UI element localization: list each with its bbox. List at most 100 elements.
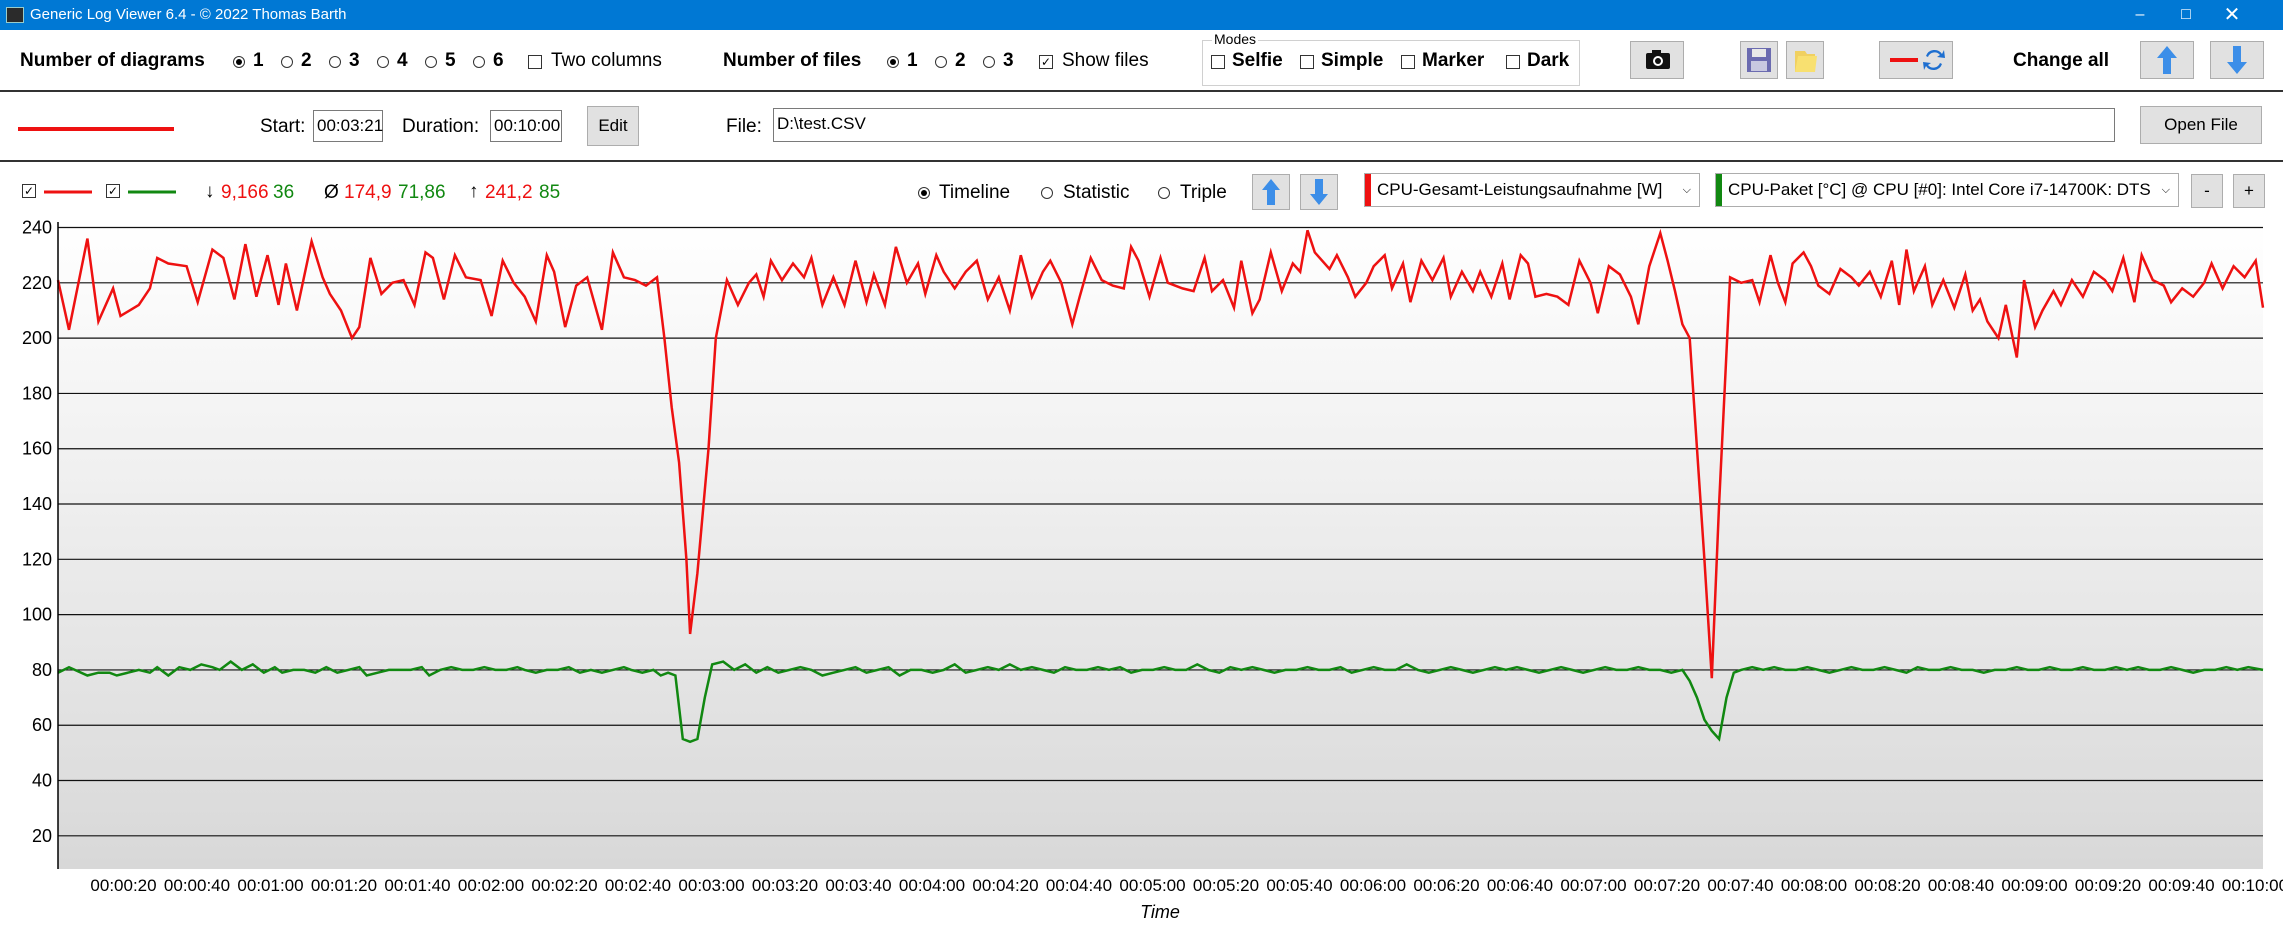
- duration-label: Duration:: [402, 116, 480, 137]
- x-tick-label: 00:01:00: [237, 876, 303, 895]
- x-tick-label: 00:01:40: [384, 876, 450, 895]
- diagrams-radio-1[interactable]: [233, 56, 245, 68]
- change-all-label: Change all: [2013, 50, 2110, 71]
- diagrams-option-5: 5: [445, 50, 456, 71]
- diagrams-option-3: 3: [349, 50, 360, 71]
- change-all-down-button[interactable]: [2210, 41, 2264, 79]
- series-green-checkbox[interactable]: ✓: [106, 184, 120, 198]
- y-tick-label: 100: [22, 605, 52, 625]
- x-tick-label: 00:10:00: [2222, 876, 2283, 895]
- dark-checkbox[interactable]: [1506, 55, 1520, 69]
- modes-group: [1202, 40, 1580, 86]
- start-input[interactable]: 00:03:21: [313, 110, 383, 142]
- plot-area: [58, 222, 2263, 869]
- minimize-icon[interactable]: –: [2135, 6, 2145, 23]
- series-red-swatch: [44, 190, 92, 194]
- file-label: File:: [726, 116, 762, 137]
- y-tick-label: 40: [32, 771, 52, 791]
- series-red-line: [56, 228, 2265, 679]
- x-tick-label: 00:00:40: [164, 876, 230, 895]
- timeline-label: Timeline: [939, 182, 1011, 203]
- x-tick-label: 00:04:00: [899, 876, 965, 895]
- dark-label: Dark: [1527, 50, 1570, 71]
- timeline-chart[interactable]: 20 40 60 80 100 120 140 160 180 200 220 240 00:00:2…: [0, 218, 2283, 936]
- timeline-radio[interactable]: [918, 187, 930, 199]
- green-min-value: 36: [273, 182, 295, 203]
- x-tick-label: 00:02:00: [458, 876, 524, 895]
- modes-title: Modes: [1212, 31, 1259, 47]
- red-avg-value: 174,9: [344, 182, 392, 203]
- y-tick-label: 180: [22, 383, 52, 403]
- close-icon[interactable]: ✕: [2223, 4, 2241, 26]
- x-tick-label: 00:00:20: [90, 876, 156, 895]
- diagrams-option-2: 2: [301, 50, 312, 71]
- arrow-down-icon: [1310, 179, 1328, 205]
- grid-lines: [58, 226, 2263, 837]
- open-file-button[interactable]: Open File: [2140, 106, 2262, 144]
- files-radio-3[interactable]: [983, 56, 995, 68]
- red-sensor-select[interactable]: CPU-Gesamt-Leistungsaufnahme [W] ⌵: [1364, 173, 1700, 207]
- x-tick-label: 00:07:20: [1634, 876, 1700, 895]
- title-bar: Generic Log Viewer 6.4 - © 2022 Thomas B…: [0, 0, 2283, 30]
- x-tick-label: 00:03:00: [678, 876, 744, 895]
- avg-symbol: Ø: [324, 182, 339, 203]
- x-tick-label: 00:06:20: [1413, 876, 1479, 895]
- camera-button[interactable]: [1630, 41, 1684, 79]
- x-tick-label: 00:03:20: [752, 876, 818, 895]
- marker-checkbox[interactable]: [1401, 55, 1415, 69]
- statistic-label: Statistic: [1063, 182, 1130, 203]
- selfie-checkbox[interactable]: [1211, 55, 1225, 69]
- edit-button[interactable]: Edit: [587, 106, 639, 146]
- files-radio-1[interactable]: [887, 56, 899, 68]
- x-tick-label: 00:01:20: [311, 876, 377, 895]
- change-all-up-button[interactable]: [2140, 41, 2194, 79]
- x-tick-label: 00:04:40: [1046, 876, 1112, 895]
- duration-input[interactable]: 00:10:00: [490, 110, 562, 142]
- start-label: Start:: [260, 116, 306, 137]
- y-tick-label: 160: [22, 439, 52, 459]
- diagrams-option-4: 4: [397, 50, 408, 71]
- y-tick-label: 220: [22, 273, 52, 293]
- remove-diagram-button[interactable]: -: [2191, 174, 2223, 208]
- simple-label: Simple: [1321, 50, 1384, 71]
- arrow-down-icon: [2227, 46, 2247, 74]
- maximize-icon[interactable]: □: [2181, 6, 2191, 23]
- diagrams-radio-5[interactable]: [425, 56, 437, 68]
- series-green-swatch: [128, 190, 176, 194]
- toolbar: Number of diagrams 1 2 3 4 5 6 Two colum…: [0, 30, 2283, 90]
- x-tick-label: 00:06:00: [1340, 876, 1406, 895]
- statistic-radio[interactable]: [1041, 187, 1053, 199]
- series-red-checkbox[interactable]: ✓: [22, 184, 36, 198]
- triple-radio[interactable]: [1158, 187, 1170, 199]
- green-sensor-select[interactable]: CPU-Paket [°C] @ CPU [#0]: Intel Core i7…: [1715, 173, 2179, 207]
- time-file-bar: Start: 00:03:21 Duration: 00:10:00 Edit …: [0, 92, 2283, 160]
- timebar-separator: [0, 160, 2283, 162]
- two-columns-checkbox[interactable]: [528, 55, 542, 69]
- x-axis-label: Time: [1140, 902, 1180, 922]
- diagrams-radio-2[interactable]: [281, 56, 293, 68]
- diagrams-label: Number of diagrams: [20, 50, 205, 71]
- red-min-value: 9,166: [221, 182, 269, 203]
- show-files-checkbox[interactable]: ✓: [1039, 55, 1053, 69]
- swap-series-button[interactable]: [1879, 41, 1953, 79]
- diagrams-radio-4[interactable]: [377, 56, 389, 68]
- diagrams-radio-3[interactable]: [329, 56, 341, 68]
- files-radio-2[interactable]: [935, 56, 947, 68]
- x-axis-ticks: 00:00:20 00:00:40 00:01:00 00:01:20 00:01:40…: [90, 876, 2283, 895]
- y-tick-label: 140: [22, 494, 52, 514]
- add-diagram-button[interactable]: +: [2233, 174, 2265, 208]
- files-option-2: 2: [955, 50, 966, 71]
- y-axis-ticks: 20 40 60 80 100 120 140 160 180 200 220 240: [22, 218, 52, 846]
- y-tick-label: 60: [32, 715, 52, 735]
- series-up-button[interactable]: [1252, 174, 1290, 210]
- diagrams-radio-6[interactable]: [473, 56, 485, 68]
- arrow-up-icon: [2157, 46, 2177, 74]
- open-folder-button[interactable]: [1786, 41, 1824, 79]
- simple-checkbox[interactable]: [1300, 55, 1314, 69]
- series-down-button[interactable]: [1300, 174, 1338, 210]
- x-tick-label: 00:09:20: [2075, 876, 2141, 895]
- save-button[interactable]: [1740, 41, 1778, 79]
- x-tick-label: 00:03:40: [825, 876, 891, 895]
- file-path-input[interactable]: D:\test.CSV: [773, 108, 2115, 142]
- window-title: Generic Log Viewer 6.4 - © 2022 Thomas B…: [30, 6, 347, 23]
